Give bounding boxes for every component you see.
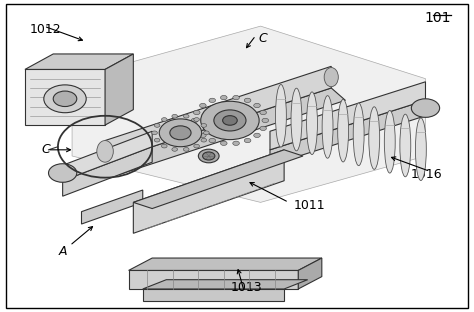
Ellipse shape bbox=[291, 88, 302, 151]
Circle shape bbox=[193, 110, 200, 115]
Circle shape bbox=[254, 133, 260, 138]
Circle shape bbox=[233, 95, 239, 100]
Circle shape bbox=[152, 131, 157, 135]
Ellipse shape bbox=[97, 140, 113, 162]
Ellipse shape bbox=[337, 99, 348, 162]
Circle shape bbox=[48, 164, 77, 182]
Circle shape bbox=[172, 148, 178, 151]
Text: 1012: 1012 bbox=[30, 23, 61, 36]
Circle shape bbox=[200, 133, 206, 138]
Circle shape bbox=[220, 95, 227, 100]
Circle shape bbox=[183, 148, 189, 151]
Circle shape bbox=[183, 115, 189, 118]
Text: A: A bbox=[58, 245, 67, 258]
Circle shape bbox=[220, 141, 227, 145]
Ellipse shape bbox=[400, 114, 411, 177]
Polygon shape bbox=[298, 258, 322, 289]
Polygon shape bbox=[63, 147, 152, 196]
Circle shape bbox=[53, 91, 77, 106]
Circle shape bbox=[201, 124, 207, 127]
Circle shape bbox=[260, 126, 266, 130]
Circle shape bbox=[201, 101, 259, 139]
Ellipse shape bbox=[307, 92, 318, 154]
Polygon shape bbox=[133, 150, 303, 208]
Circle shape bbox=[260, 110, 266, 115]
Polygon shape bbox=[143, 280, 308, 289]
Polygon shape bbox=[270, 100, 426, 165]
Circle shape bbox=[200, 103, 206, 108]
Circle shape bbox=[223, 116, 237, 125]
Circle shape bbox=[162, 118, 167, 121]
Circle shape bbox=[154, 124, 160, 127]
Polygon shape bbox=[63, 131, 152, 181]
Circle shape bbox=[194, 144, 200, 148]
Circle shape bbox=[172, 115, 178, 118]
Polygon shape bbox=[133, 150, 284, 233]
Circle shape bbox=[198, 149, 219, 163]
Circle shape bbox=[194, 118, 200, 121]
Circle shape bbox=[244, 138, 251, 143]
Circle shape bbox=[203, 131, 209, 135]
Text: C: C bbox=[258, 32, 267, 45]
Text: C: C bbox=[41, 143, 50, 156]
Ellipse shape bbox=[384, 110, 395, 173]
Text: 1011: 1011 bbox=[293, 199, 325, 212]
Ellipse shape bbox=[275, 85, 286, 147]
Ellipse shape bbox=[322, 96, 333, 158]
Polygon shape bbox=[82, 190, 143, 224]
Circle shape bbox=[214, 110, 246, 131]
Polygon shape bbox=[72, 26, 426, 202]
Circle shape bbox=[193, 126, 200, 130]
Polygon shape bbox=[25, 69, 105, 125]
Circle shape bbox=[244, 98, 251, 103]
Polygon shape bbox=[270, 82, 426, 150]
Polygon shape bbox=[128, 271, 298, 289]
Circle shape bbox=[170, 126, 191, 140]
Text: 101: 101 bbox=[425, 11, 451, 25]
Circle shape bbox=[202, 152, 215, 160]
Ellipse shape bbox=[324, 68, 338, 87]
Ellipse shape bbox=[415, 118, 426, 180]
Polygon shape bbox=[128, 258, 322, 271]
Circle shape bbox=[254, 103, 260, 108]
Circle shape bbox=[162, 144, 167, 148]
Circle shape bbox=[233, 141, 239, 145]
Circle shape bbox=[201, 138, 207, 142]
Polygon shape bbox=[105, 54, 133, 125]
Circle shape bbox=[159, 119, 201, 147]
Circle shape bbox=[44, 85, 86, 113]
Circle shape bbox=[209, 138, 216, 143]
Circle shape bbox=[191, 118, 198, 123]
Ellipse shape bbox=[353, 103, 364, 166]
Circle shape bbox=[262, 118, 269, 123]
Polygon shape bbox=[105, 66, 331, 162]
Circle shape bbox=[209, 98, 216, 103]
Text: 1013: 1013 bbox=[231, 280, 262, 294]
Polygon shape bbox=[25, 54, 133, 69]
Circle shape bbox=[411, 99, 439, 117]
Polygon shape bbox=[143, 289, 284, 301]
Polygon shape bbox=[105, 88, 346, 174]
Ellipse shape bbox=[369, 107, 380, 169]
Text: 1016: 1016 bbox=[410, 168, 442, 181]
Circle shape bbox=[154, 138, 160, 142]
